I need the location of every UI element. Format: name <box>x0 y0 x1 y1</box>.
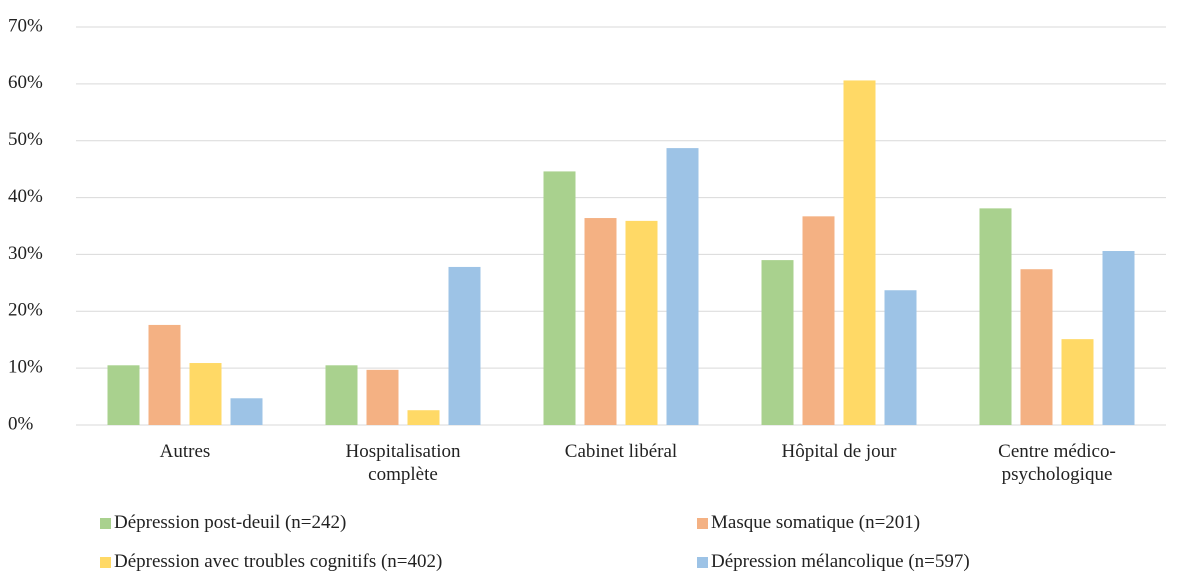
y-tick-label: 50% <box>8 129 43 150</box>
bar <box>761 260 794 425</box>
y-tick-label: 20% <box>8 300 43 321</box>
legend-swatch <box>697 556 708 568</box>
bar <box>407 410 440 425</box>
bar <box>1102 251 1135 425</box>
bar <box>543 171 576 425</box>
legend-swatch <box>697 517 708 529</box>
y-tick-label: 40% <box>8 186 43 207</box>
legend-label: Dépression mélancolique (n=597) <box>711 551 970 572</box>
legend-label: Masque somatique (n=201) <box>711 512 921 533</box>
legend-item: Dépression avec troubles cognitifs (n=40… <box>100 551 442 573</box>
legend-swatch <box>100 517 111 529</box>
y-tick-label: 30% <box>8 243 43 264</box>
y-tick-label: 60% <box>8 72 43 93</box>
bar <box>189 363 222 425</box>
bar <box>979 208 1012 425</box>
legend-item: Masque somatique (n=201) <box>697 512 920 534</box>
legend-label: Dépression post-deuil (n=242) <box>114 512 347 533</box>
legend-swatch <box>100 556 111 568</box>
bar <box>107 365 140 425</box>
bar <box>666 148 699 425</box>
y-tick-label: 70% <box>8 15 43 36</box>
bar <box>843 80 876 426</box>
bar <box>230 398 263 425</box>
y-tick-label: 0% <box>8 413 34 434</box>
bar <box>1020 269 1053 425</box>
bar <box>802 216 835 425</box>
x-tick-label: Cabinet libéral <box>564 441 678 462</box>
legend-label: Dépression avec troubles cognitifs (n=40… <box>114 551 443 572</box>
bar <box>884 290 917 425</box>
legend-item: Dépression post-deuil (n=242) <box>100 512 346 534</box>
bar <box>584 218 617 425</box>
legend-item: Dépression mélancolique (n=597) <box>697 551 970 573</box>
bar <box>448 266 481 425</box>
bar <box>366 369 399 425</box>
bar <box>148 324 181 425</box>
bar <box>325 365 358 425</box>
bar <box>625 220 658 425</box>
bar <box>1061 339 1094 425</box>
y-tick-label: 10% <box>8 357 43 378</box>
x-tick-label: Autres <box>159 441 211 462</box>
x-tick-label: Hospitalisation complète <box>345 441 461 485</box>
x-tick-label: Centre médico-psychologique <box>998 441 1116 485</box>
x-tick-label: Hôpital de jour <box>781 441 897 462</box>
